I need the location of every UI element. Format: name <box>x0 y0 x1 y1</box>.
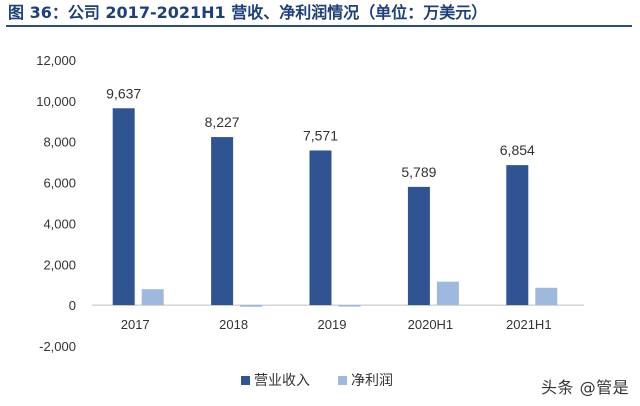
y-tick-label: 8,000 <box>43 135 76 150</box>
revenue-bar <box>407 186 430 306</box>
legend-label-revenue: 营业收入 <box>254 373 310 389</box>
revenue-data-label: 9,637 <box>106 85 141 101</box>
revenue-data-label: 8,227 <box>205 114 240 130</box>
revenue-data-label: 5,789 <box>401 164 436 180</box>
x-tick-label: 2018 <box>219 317 248 332</box>
net-profit-bar <box>141 289 164 306</box>
x-tick-label: 2017 <box>121 317 150 332</box>
net-profit-bar <box>338 305 361 307</box>
watermark: 头条 @管是 <box>541 378 630 397</box>
y-tick-label: 6,000 <box>43 176 76 191</box>
y-tick-label: 10,000 <box>36 94 76 109</box>
revenue-bar <box>211 137 234 306</box>
y-tick-label: 12,000 <box>36 53 76 68</box>
legend-swatch-net-profit <box>338 376 347 385</box>
figure-label: 图 36： <box>8 3 68 22</box>
y-tick-label: 0 <box>69 298 76 313</box>
revenue-data-label: 7,571 <box>303 127 338 143</box>
revenue-data-label: 6,854 <box>500 142 535 158</box>
legend-swatch-revenue <box>241 376 250 385</box>
x-tick-label: 2021H1 <box>506 317 552 332</box>
revenue-bar <box>309 150 332 306</box>
net-profit-bar <box>535 287 558 306</box>
x-tick-label: 2019 <box>318 317 347 332</box>
y-tick-label: 4,000 <box>43 216 76 231</box>
y-tick-label: 2,000 <box>43 257 76 272</box>
figure-title-text: 公司 2017-2021H1 营收、净利润情况（单位：万美元） <box>67 3 488 22</box>
figure-title: 图 36：公司 2017-2021H1 营收、净利润情况（单位：万美元） <box>8 2 487 24</box>
revenue-bar <box>506 165 529 306</box>
net-profit-bar <box>240 305 263 307</box>
x-tick-label: 2020H1 <box>408 317 454 332</box>
y-tick-label: -2,000 <box>39 339 76 354</box>
legend-label-net-profit: 净利润 <box>351 373 393 389</box>
revenue-bar <box>112 108 135 306</box>
net-profit-bar <box>436 281 459 306</box>
title-divider <box>6 25 632 27</box>
